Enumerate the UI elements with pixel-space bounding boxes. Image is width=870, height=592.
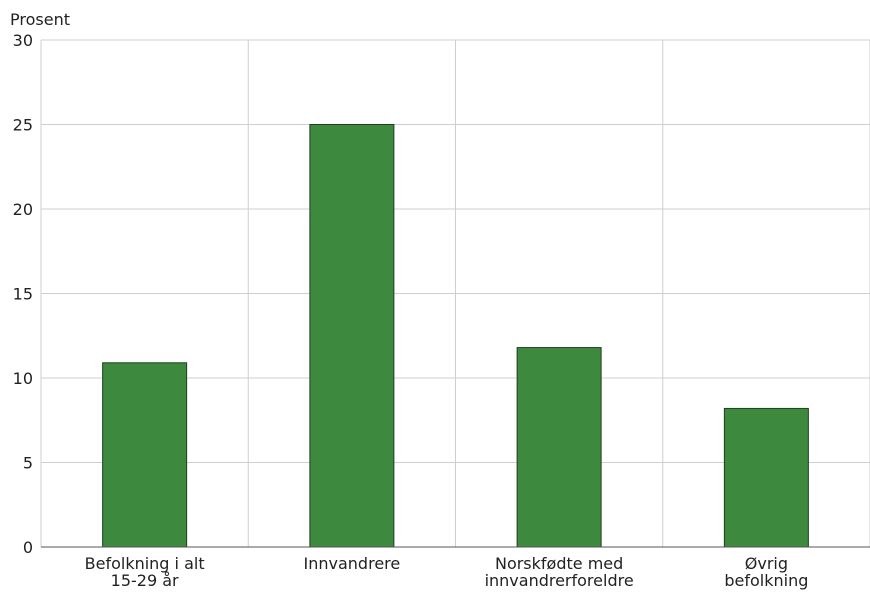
x-tick-label: Innvandrere bbox=[304, 554, 401, 573]
bar bbox=[516, 347, 602, 548]
y-tick-label: 25 bbox=[13, 116, 33, 135]
y-tick-label: 0 bbox=[23, 538, 33, 557]
y-tick-label: 5 bbox=[23, 454, 33, 473]
y-tick-label: 15 bbox=[13, 285, 33, 304]
y-ticks: 0 5 10 15 20 25 30 bbox=[13, 31, 33, 557]
bar bbox=[723, 407, 809, 548]
bars bbox=[102, 124, 809, 548]
bar bbox=[102, 362, 188, 548]
y-tick-label: 20 bbox=[13, 200, 33, 219]
y-tick-label: 10 bbox=[13, 369, 33, 388]
y-axis-label: Prosent bbox=[10, 10, 70, 29]
bar bbox=[309, 124, 395, 548]
x-tick-label: Befolkning i alt 15-29 år bbox=[85, 554, 205, 590]
y-tick-label: 30 bbox=[13, 31, 33, 50]
x-tick-label: Norskfødte med innvandrerforeldre bbox=[485, 554, 634, 590]
x-tick-label: Øvrig befolkning bbox=[724, 554, 808, 590]
x-ticks: Befolkning i alt 15-29 år Innvandrere Norsk… bbox=[85, 554, 809, 590]
